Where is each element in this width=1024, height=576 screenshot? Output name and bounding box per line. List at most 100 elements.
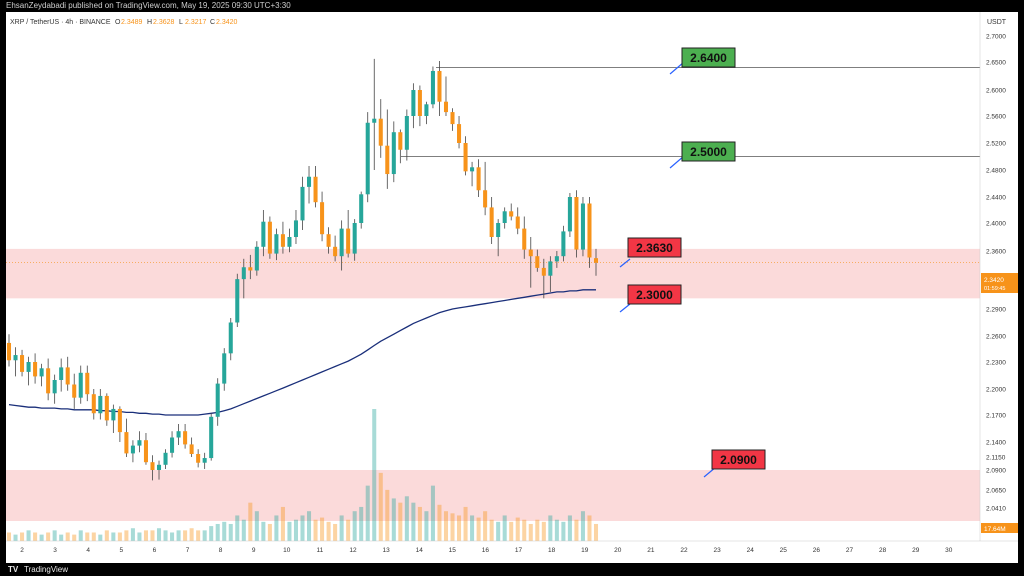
moving-average-line bbox=[8, 289, 596, 416]
candle-up bbox=[339, 228, 344, 257]
price-tick: 2.1400 bbox=[986, 440, 1006, 447]
candle-up bbox=[554, 256, 559, 262]
time-tick: 4 bbox=[86, 547, 90, 554]
candle-up bbox=[254, 246, 259, 271]
volume-bar bbox=[483, 511, 488, 541]
candle-up bbox=[424, 104, 429, 116]
volume-bar bbox=[241, 519, 246, 541]
volume-bar bbox=[163, 530, 168, 541]
volume-bar bbox=[580, 511, 585, 541]
candle-up bbox=[98, 395, 103, 414]
candle-up bbox=[78, 372, 83, 398]
legend-symbol: XRP / TetherUS · 4h · BINANCE bbox=[10, 19, 111, 26]
volume-bar bbox=[228, 523, 233, 541]
volume-bar bbox=[528, 523, 533, 541]
volume-bar bbox=[274, 515, 279, 541]
current-price: 2.3420 bbox=[984, 277, 1004, 284]
candle-down bbox=[587, 203, 592, 258]
candle-up bbox=[176, 431, 181, 438]
volume-bar bbox=[593, 523, 599, 541]
level-label-2500[interactable]: 2.5000 bbox=[669, 141, 736, 169]
volume-bar bbox=[398, 502, 403, 541]
publisher-line: EhsanZeydabadi published on TradingView.… bbox=[6, 1, 291, 10]
candle-down bbox=[104, 395, 109, 421]
candles-layer bbox=[6, 58, 599, 481]
time-tick: 10 bbox=[283, 547, 291, 554]
volume-bar bbox=[91, 532, 96, 541]
candle-up bbox=[163, 452, 168, 465]
volume-bar bbox=[502, 515, 507, 541]
price-axis-currency: USDT bbox=[987, 19, 1007, 26]
price-tick: 2.2600 bbox=[986, 334, 1006, 341]
candle-up bbox=[241, 267, 246, 280]
volume-bar bbox=[346, 519, 351, 541]
countdown: 01:59:45 bbox=[984, 286, 1005, 292]
candle-up bbox=[411, 90, 416, 116]
candle-up bbox=[580, 203, 585, 250]
candle-up bbox=[26, 362, 31, 372]
volume-bar bbox=[509, 521, 514, 541]
volume-bar bbox=[209, 526, 214, 541]
volume-bar bbox=[307, 511, 312, 541]
legend-low-label: L bbox=[179, 19, 183, 26]
time-tick: 18 bbox=[548, 547, 556, 554]
candle-up bbox=[137, 440, 142, 446]
candle-down bbox=[183, 431, 188, 445]
time-tick: 23 bbox=[713, 547, 721, 554]
legend-open: 2.3489 bbox=[121, 19, 143, 26]
volume-bar bbox=[417, 506, 422, 541]
candle-up bbox=[130, 445, 135, 454]
chart-panel[interactable]: USDT 2.7000 2.6500 2.6000 2.5600 2.5200 2.480… bbox=[6, 12, 1018, 563]
volume-bar bbox=[130, 528, 135, 541]
price-tick: 2.0650 bbox=[986, 488, 1006, 495]
price-tick: 2.2000 bbox=[986, 387, 1006, 394]
candlestick-chart[interactable]: USDT 2.7000 2.6500 2.6000 2.5600 2.5200 2.480… bbox=[6, 12, 1018, 563]
candle-down bbox=[189, 444, 194, 454]
volume-bar bbox=[567, 515, 572, 541]
time-tick: 13 bbox=[382, 547, 390, 554]
level-label-2363[interactable]: 2.3630 bbox=[619, 237, 682, 268]
candle-down bbox=[333, 246, 338, 257]
candle-down bbox=[476, 167, 481, 191]
time-tick: 26 bbox=[813, 547, 821, 554]
volume-bar bbox=[522, 519, 527, 541]
price-tick: 2.2300 bbox=[986, 360, 1006, 367]
candle-up bbox=[228, 322, 233, 354]
level-label-2090[interactable]: 2.0900 bbox=[703, 449, 766, 478]
volume-bar bbox=[33, 532, 38, 541]
price-tick: 2.0900 bbox=[986, 468, 1006, 475]
time-tick: 6 bbox=[153, 547, 157, 554]
support-zone bbox=[6, 470, 980, 521]
price-tick: 2.5600 bbox=[986, 114, 1006, 121]
candle-up bbox=[502, 211, 507, 223]
volume-bar bbox=[117, 532, 122, 541]
candle-up bbox=[13, 355, 18, 361]
volume-bar bbox=[26, 530, 31, 541]
candle-up bbox=[261, 221, 266, 247]
level-label-2300[interactable]: 2.3000 bbox=[619, 284, 682, 313]
candle-down bbox=[378, 118, 383, 146]
candle-down bbox=[313, 176, 318, 203]
price-tick: 2.5200 bbox=[986, 141, 1006, 148]
volume-bar bbox=[254, 511, 259, 541]
volume-bar bbox=[463, 506, 468, 541]
price-ticks-layer: 2.7000 2.6500 2.6000 2.5600 2.5200 2.4800 2.44… bbox=[986, 34, 1006, 513]
candle-up bbox=[548, 261, 553, 276]
volume-bar bbox=[150, 530, 155, 541]
candle-up bbox=[235, 279, 240, 323]
time-tick: 2 bbox=[20, 547, 24, 554]
level-label-2640[interactable]: 2.6400 bbox=[669, 47, 736, 75]
volume-bar bbox=[391, 498, 396, 541]
candle-up bbox=[300, 186, 305, 221]
price-tick: 2.6000 bbox=[986, 88, 1006, 95]
time-tick: 9 bbox=[252, 547, 256, 554]
volume-bar bbox=[476, 517, 481, 541]
candle-down bbox=[280, 234, 285, 247]
legend-high: 2.3628 bbox=[153, 19, 175, 26]
time-tick: 3 bbox=[53, 547, 57, 554]
candle-down bbox=[417, 90, 422, 116]
volume-bar bbox=[535, 519, 540, 541]
candle-up bbox=[352, 223, 357, 254]
time-tick: 24 bbox=[747, 547, 755, 554]
moving-average-layer bbox=[8, 289, 596, 416]
